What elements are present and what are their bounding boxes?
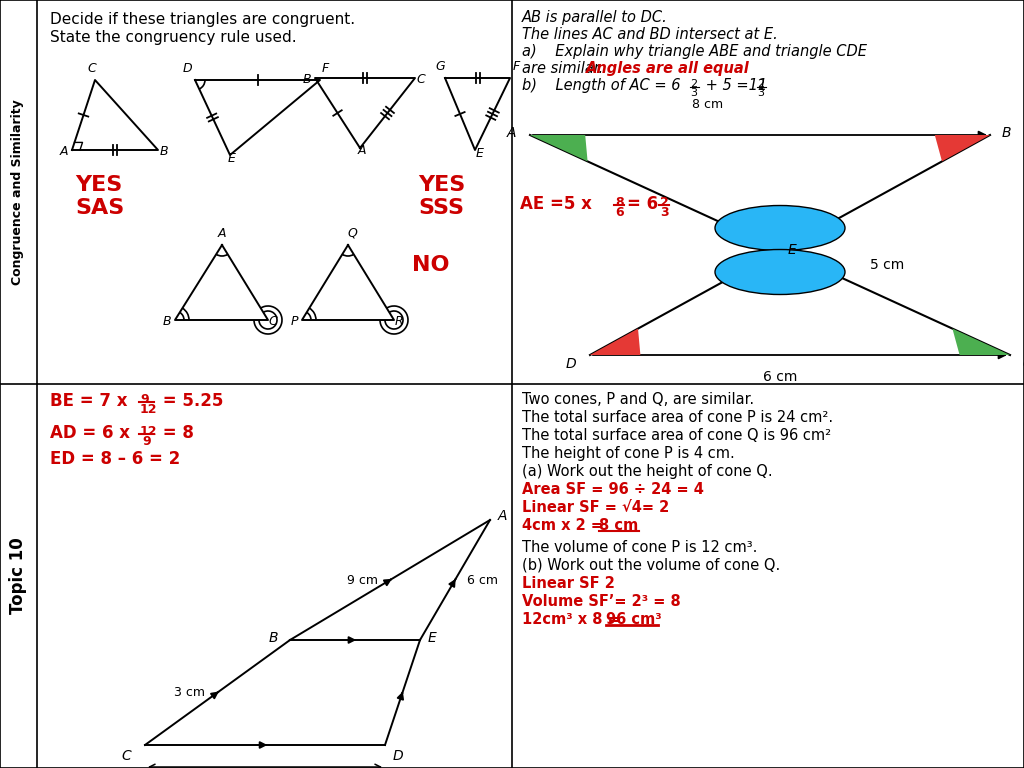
Text: The volume of cone P is 12 cm³.: The volume of cone P is 12 cm³. — [522, 540, 758, 555]
Text: P: P — [290, 315, 298, 328]
Text: The total surface area of cone Q is 96 cm²: The total surface area of cone Q is 96 c… — [522, 428, 831, 443]
Text: A: A — [498, 509, 508, 523]
Text: B: B — [160, 145, 168, 158]
Text: 3: 3 — [757, 88, 764, 98]
Text: 12cm³ x 8 =: 12cm³ x 8 = — [522, 612, 625, 627]
Text: YES: YES — [418, 175, 465, 195]
Text: C: C — [417, 73, 425, 86]
Text: + 5 =11: + 5 =11 — [701, 78, 767, 93]
Text: 8 cm: 8 cm — [599, 518, 638, 533]
Text: B: B — [163, 315, 171, 328]
Text: AD = 6 x: AD = 6 x — [50, 424, 136, 442]
Polygon shape — [952, 329, 1010, 355]
Text: The height of cone P is 4 cm.: The height of cone P is 4 cm. — [522, 446, 735, 461]
Text: Q: Q — [347, 227, 357, 240]
Text: E: E — [788, 243, 797, 257]
Text: 96 cm³: 96 cm³ — [606, 612, 662, 627]
Text: 12: 12 — [140, 425, 158, 438]
Text: 12: 12 — [140, 403, 158, 416]
Text: C: C — [1022, 357, 1024, 371]
Text: Volume SFʼ= 2³ = 8: Volume SFʼ= 2³ = 8 — [522, 594, 681, 609]
Text: E: E — [476, 147, 484, 160]
Text: SSS: SSS — [418, 198, 464, 218]
Text: 5 cm: 5 cm — [870, 258, 904, 272]
Text: 6 cm: 6 cm — [467, 574, 498, 587]
Text: b)    Length of AC = 6: b) Length of AC = 6 — [522, 78, 681, 93]
Text: YES: YES — [75, 175, 122, 195]
Text: D: D — [393, 749, 403, 763]
Text: Angles are all equal: Angles are all equal — [586, 61, 750, 76]
Text: 9 cm: 9 cm — [347, 574, 378, 587]
Text: 9: 9 — [140, 393, 148, 406]
Text: 3 cm: 3 cm — [174, 686, 206, 699]
Text: (a) Work out the height of cone Q.: (a) Work out the height of cone Q. — [522, 464, 773, 479]
Text: Decide if these triangles are congruent.: Decide if these triangles are congruent. — [50, 12, 355, 27]
Ellipse shape — [715, 206, 845, 250]
Text: BE = 7 x: BE = 7 x — [50, 392, 133, 410]
Text: AB is parallel to DC.: AB is parallel to DC. — [522, 10, 668, 25]
Text: = 6: = 6 — [627, 195, 658, 213]
Text: C: C — [88, 62, 96, 75]
Text: A: A — [507, 126, 516, 140]
Text: SAS: SAS — [75, 198, 124, 218]
Text: B: B — [268, 631, 278, 645]
Text: Linear SF 2: Linear SF 2 — [522, 576, 614, 591]
Text: NO: NO — [412, 255, 450, 275]
Polygon shape — [530, 135, 588, 161]
Text: ED = 8 – 6 = 2: ED = 8 – 6 = 2 — [50, 450, 180, 468]
Text: E: E — [228, 152, 236, 165]
Text: 3: 3 — [690, 88, 697, 98]
Text: B: B — [303, 73, 311, 86]
Text: are similar.: are similar. — [522, 61, 608, 76]
Text: 3: 3 — [660, 206, 669, 219]
Text: C: C — [121, 749, 131, 763]
Text: Topic 10: Topic 10 — [9, 538, 27, 614]
Text: E: E — [428, 631, 437, 645]
Text: = 8: = 8 — [157, 424, 194, 442]
Text: C: C — [268, 315, 278, 328]
Text: The total surface area of cone P is 24 cm².: The total surface area of cone P is 24 c… — [522, 410, 834, 425]
Text: B: B — [1002, 126, 1012, 140]
Text: a)    Explain why triangle ABE and triangle CDE: a) Explain why triangle ABE and triangle… — [522, 44, 867, 59]
Text: G: G — [435, 60, 444, 73]
Text: 2: 2 — [690, 79, 697, 89]
Text: R: R — [394, 315, 403, 328]
Ellipse shape — [715, 250, 845, 294]
Text: A: A — [357, 144, 367, 157]
Text: A: A — [218, 227, 226, 240]
Text: Linear SF = √4= 2: Linear SF = √4= 2 — [522, 500, 670, 515]
Text: 4cm x 2 =: 4cm x 2 = — [522, 518, 608, 533]
Text: 6: 6 — [615, 206, 624, 219]
Text: 8 cm: 8 cm — [692, 98, 723, 111]
Polygon shape — [590, 329, 640, 355]
Text: 8: 8 — [615, 196, 624, 209]
Text: A: A — [59, 145, 69, 158]
Text: F: F — [322, 62, 329, 75]
Text: D: D — [182, 62, 191, 75]
Text: (b) Work out the volume of cone Q.: (b) Work out the volume of cone Q. — [522, 558, 780, 573]
Text: D: D — [565, 357, 575, 371]
Text: Area SF = 96 ÷ 24 = 4: Area SF = 96 ÷ 24 = 4 — [522, 482, 703, 497]
Text: Two cones, P and Q, are similar.: Two cones, P and Q, are similar. — [522, 392, 754, 407]
Text: 9: 9 — [142, 435, 151, 448]
Text: The lines AC and BD intersect at E.: The lines AC and BD intersect at E. — [522, 27, 778, 42]
Text: = 5.25: = 5.25 — [157, 392, 223, 410]
Text: 2: 2 — [757, 79, 764, 89]
Polygon shape — [935, 135, 990, 161]
Text: 2: 2 — [660, 196, 669, 209]
Text: Congruence and Similarity: Congruence and Similarity — [11, 99, 25, 285]
Text: F: F — [512, 60, 519, 73]
Text: State the congruency rule used.: State the congruency rule used. — [50, 30, 297, 45]
Text: AE =5 x: AE =5 x — [520, 195, 598, 213]
Text: 6 cm: 6 cm — [763, 370, 798, 384]
